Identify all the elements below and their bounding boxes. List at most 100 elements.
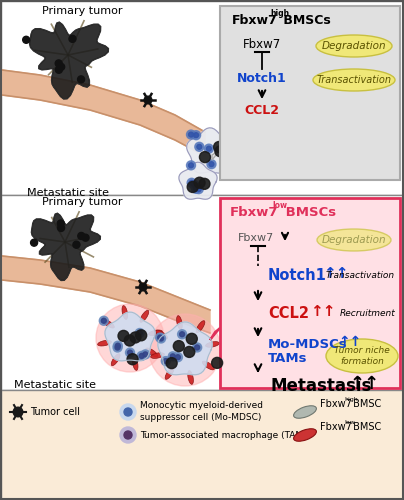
Circle shape (57, 224, 65, 232)
Text: Metastatic site: Metastatic site (27, 188, 109, 198)
Circle shape (189, 132, 194, 137)
Ellipse shape (206, 342, 219, 347)
Text: Fbxw7: Fbxw7 (232, 14, 278, 26)
Circle shape (57, 220, 64, 227)
Circle shape (137, 330, 142, 336)
Ellipse shape (151, 352, 164, 358)
Circle shape (206, 146, 211, 151)
Circle shape (31, 239, 38, 246)
Text: TAMs: TAMs (268, 352, 307, 364)
FancyBboxPatch shape (1, 390, 403, 500)
Ellipse shape (317, 229, 391, 251)
FancyBboxPatch shape (1, 1, 403, 195)
Circle shape (55, 66, 62, 73)
Circle shape (187, 178, 196, 188)
Text: Transactivation: Transactivation (326, 272, 395, 280)
Circle shape (23, 36, 30, 44)
Text: suppressor cell (Mo-MDSC): suppressor cell (Mo-MDSC) (140, 412, 261, 422)
Circle shape (196, 186, 201, 192)
Ellipse shape (156, 330, 168, 339)
Circle shape (189, 180, 194, 186)
Text: ↑↑: ↑↑ (338, 335, 361, 349)
Ellipse shape (122, 306, 128, 320)
Circle shape (73, 241, 80, 248)
Circle shape (195, 142, 204, 152)
Text: Metastasis: Metastasis (270, 377, 371, 395)
Circle shape (127, 354, 138, 364)
Text: Notch1: Notch1 (237, 72, 287, 85)
Circle shape (170, 354, 175, 359)
Ellipse shape (140, 310, 149, 322)
Ellipse shape (316, 35, 392, 57)
Polygon shape (29, 22, 108, 99)
Text: Mo-MDSCs: Mo-MDSCs (268, 338, 347, 350)
FancyBboxPatch shape (220, 198, 400, 388)
Ellipse shape (102, 319, 114, 328)
Circle shape (118, 330, 129, 342)
Circle shape (58, 64, 65, 70)
Circle shape (204, 144, 213, 153)
Circle shape (124, 431, 132, 439)
Circle shape (175, 354, 181, 360)
Text: Tumor-associated macrophage (TAM): Tumor-associated macrophage (TAM) (140, 430, 307, 440)
Circle shape (78, 232, 85, 239)
Ellipse shape (313, 69, 395, 91)
Text: BMSCs: BMSCs (281, 206, 336, 218)
Circle shape (124, 408, 132, 416)
Circle shape (130, 332, 141, 343)
Ellipse shape (149, 330, 162, 336)
Circle shape (115, 345, 120, 350)
Circle shape (144, 96, 152, 104)
Circle shape (120, 404, 136, 420)
Text: BMSC: BMSC (350, 399, 381, 409)
Ellipse shape (326, 339, 398, 373)
Circle shape (180, 332, 185, 337)
Circle shape (209, 162, 214, 166)
Text: CCL2: CCL2 (244, 104, 280, 117)
Text: Fbxw7: Fbxw7 (238, 233, 274, 243)
Text: Notch1: Notch1 (268, 268, 327, 283)
Polygon shape (2, 70, 205, 156)
Circle shape (114, 341, 122, 350)
Circle shape (191, 184, 200, 194)
Circle shape (128, 350, 133, 355)
Circle shape (156, 333, 164, 342)
Ellipse shape (188, 370, 194, 384)
Text: Fbxw7: Fbxw7 (320, 422, 352, 432)
Text: BMSC: BMSC (350, 422, 381, 432)
Circle shape (194, 186, 198, 192)
Text: Tumor niche
formation: Tumor niche formation (334, 346, 390, 366)
Ellipse shape (146, 348, 158, 357)
Text: Primary tumor: Primary tumor (42, 197, 122, 207)
Text: Fbxw7: Fbxw7 (230, 206, 278, 218)
Ellipse shape (111, 354, 120, 366)
Circle shape (156, 334, 166, 343)
Ellipse shape (133, 356, 138, 370)
Circle shape (158, 336, 164, 341)
Circle shape (126, 348, 135, 357)
Text: BMSCs: BMSCs (279, 14, 331, 26)
Circle shape (135, 328, 144, 338)
Circle shape (113, 343, 122, 352)
Circle shape (158, 335, 163, 340)
Circle shape (187, 130, 196, 139)
Text: Transactivation: Transactivation (316, 75, 391, 85)
Circle shape (194, 177, 205, 188)
Circle shape (163, 358, 168, 364)
Circle shape (191, 130, 201, 140)
Text: Primary tumor: Primary tumor (42, 6, 122, 16)
Circle shape (161, 356, 170, 366)
Circle shape (186, 334, 197, 344)
Text: Fbxw7: Fbxw7 (243, 38, 281, 51)
Text: Degradation: Degradation (322, 41, 386, 51)
Text: high: high (270, 10, 289, 18)
Polygon shape (210, 328, 220, 340)
Circle shape (143, 352, 148, 357)
Circle shape (195, 345, 200, 350)
Circle shape (214, 142, 225, 152)
Text: Monocytic myeloid-derived: Monocytic myeloid-derived (140, 400, 263, 409)
Circle shape (166, 358, 177, 368)
Polygon shape (187, 128, 234, 173)
Text: ↑↑: ↑↑ (350, 375, 380, 393)
Circle shape (207, 160, 216, 168)
